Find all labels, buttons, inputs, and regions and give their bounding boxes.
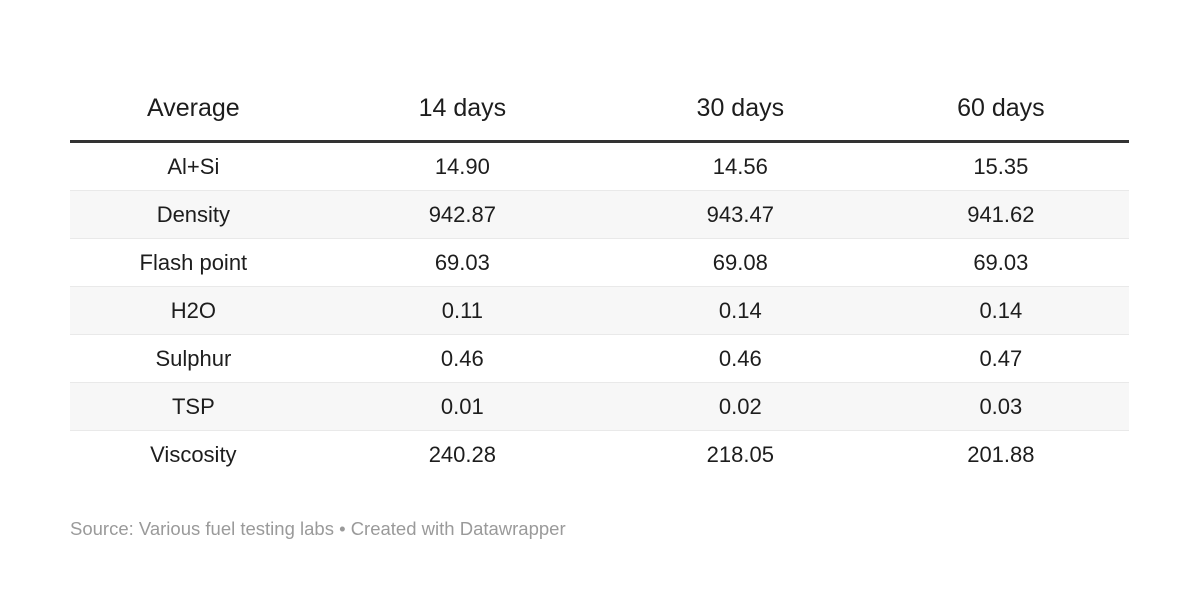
- cell-value: 943.47: [607, 190, 873, 239]
- cell-value: 0.46: [316, 334, 608, 383]
- table-row: Sulphur 0.46 0.46 0.47: [70, 334, 1129, 383]
- source-text: Source: Various fuel testing labs • Crea…: [70, 518, 460, 539]
- row-label: Density: [70, 190, 317, 239]
- cell-value: 69.08: [607, 238, 873, 287]
- source-attribution: Source: Various fuel testing labs • Crea…: [70, 518, 566, 540]
- cell-value: 14.90: [316, 141, 608, 191]
- cell-value: 0.14: [872, 286, 1129, 335]
- cell-value: 240.28: [428, 441, 496, 467]
- cell-value: 14.56: [607, 141, 873, 191]
- column-header-2: 30 days: [607, 86, 873, 143]
- cell-value: 0.47: [872, 334, 1129, 383]
- column-header-3: 60 days: [872, 86, 1129, 143]
- data-table: Average 14 days 30 days 60 days Al+Si 14.90 1…: [70, 86, 1129, 478]
- row-label: Sulphur: [70, 334, 317, 383]
- data-table-container: Average 14 days 30 days 60 days Al+Si 14.90 1…: [70, 86, 1129, 478]
- cell-value: 201.88: [967, 441, 1035, 467]
- table-row: Viscosity 240.28 218.05 201.88: [70, 431, 1129, 479]
- cell-value: 15.35: [872, 141, 1129, 191]
- table-row: H2O 0.11 0.14 0.14: [70, 286, 1129, 335]
- cell-value: 0.01: [316, 382, 608, 431]
- table-row: Flash point 69.03 69.08 69.03: [70, 238, 1129, 287]
- row-label: Al+Si: [70, 141, 317, 191]
- table-header-row: Average 14 days 30 days 60 days: [70, 86, 1129, 143]
- cell-value: 69.03: [872, 238, 1129, 287]
- cell-value: 218.05: [706, 441, 774, 467]
- cell-value: 0.03: [872, 382, 1129, 431]
- cell-value: 69.03: [316, 238, 608, 287]
- row-label: Viscosity: [150, 441, 237, 467]
- datawrapper-attribution-link[interactable]: Datawrapper: [459, 518, 566, 539]
- table-row: Density 942.87 943.47 941.62: [70, 190, 1129, 239]
- column-header-0: Average: [70, 86, 317, 143]
- cell-value: 0.14: [607, 286, 873, 335]
- table-row: Al+Si 14.90 14.56 15.35: [70, 141, 1129, 191]
- table-row: TSP 0.01 0.02 0.03: [70, 382, 1129, 431]
- cell-value: 942.87: [316, 190, 608, 239]
- row-label: H2O: [70, 286, 317, 335]
- row-label: TSP: [70, 382, 317, 431]
- column-header-1: 14 days: [316, 86, 608, 143]
- cell-value: 0.46: [607, 334, 873, 383]
- cell-value: 0.11: [316, 286, 608, 335]
- row-label: Flash point: [70, 238, 317, 287]
- cell-value: 941.62: [872, 190, 1129, 239]
- table-body: Al+Si 14.90 14.56 15.35 Density 942.87 943.47 9…: [70, 141, 1129, 479]
- cell-value: 0.02: [607, 382, 873, 431]
